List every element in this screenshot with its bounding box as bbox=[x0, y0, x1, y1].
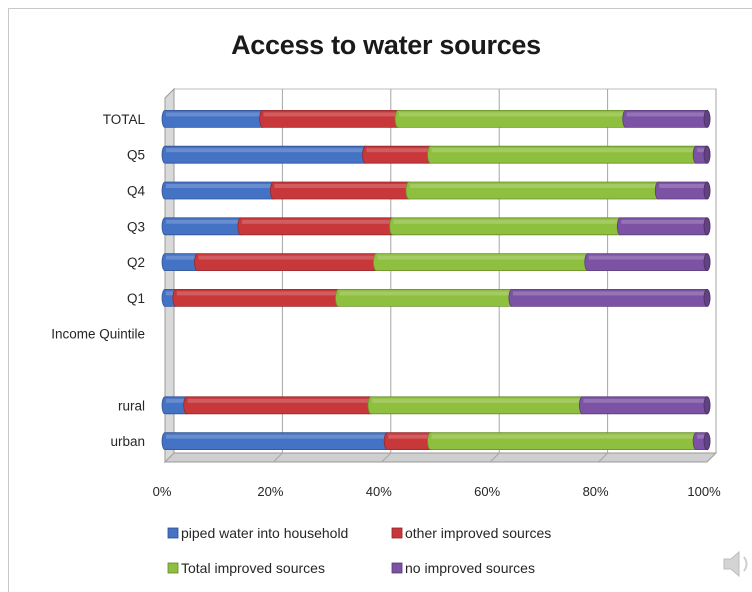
legend-label: no improved sources bbox=[405, 560, 535, 576]
bar-highlight bbox=[166, 184, 273, 188]
category-label: Q2 bbox=[127, 255, 145, 270]
x-tick-label: 60% bbox=[474, 484, 500, 499]
x-tick-label: 20% bbox=[257, 484, 283, 499]
bar-highlight bbox=[431, 434, 696, 439]
category-label: Q1 bbox=[127, 291, 145, 306]
bar-highlight bbox=[697, 434, 706, 439]
category-label: Income Quintile bbox=[51, 327, 145, 342]
gridline-floor bbox=[381, 452, 392, 463]
gridline-floor bbox=[273, 452, 283, 463]
bar-end-cap bbox=[703, 432, 711, 451]
bar-highlight bbox=[588, 255, 706, 260]
bar-highlight bbox=[241, 219, 392, 224]
bar-end-cap bbox=[703, 181, 711, 200]
bar-highlight bbox=[512, 291, 706, 296]
bar-highlight bbox=[166, 255, 197, 260]
category-label: TOTAL bbox=[103, 112, 146, 127]
category-label: Q3 bbox=[127, 219, 145, 234]
legend-swatch bbox=[167, 527, 179, 539]
bar-highlight bbox=[659, 184, 706, 188]
bar-highlight bbox=[626, 112, 706, 117]
bar-highlight bbox=[399, 112, 625, 117]
x-tick-label: 0% bbox=[153, 484, 172, 499]
category-label: urban bbox=[110, 434, 145, 449]
x-tick-label: 100% bbox=[687, 484, 721, 499]
gridline-floor bbox=[164, 452, 175, 463]
bar-highlight bbox=[377, 255, 587, 260]
bar-highlight bbox=[166, 398, 186, 403]
bar-end-cap bbox=[703, 253, 711, 272]
bar-highlight bbox=[166, 291, 175, 296]
legend-swatch bbox=[391, 527, 403, 539]
bar-highlight bbox=[198, 255, 376, 260]
bar-end-cap bbox=[703, 145, 711, 164]
bar-highlight bbox=[166, 112, 262, 117]
legend-label: other improved sources bbox=[405, 525, 551, 541]
bar-highlight bbox=[166, 219, 240, 224]
speaker-icon[interactable] bbox=[722, 546, 752, 582]
chart-frame bbox=[8, 8, 752, 592]
bar-highlight bbox=[393, 219, 620, 224]
gridline-floor bbox=[489, 452, 500, 463]
bar-highlight bbox=[187, 398, 370, 403]
bar-highlight bbox=[371, 398, 582, 403]
bar-highlight bbox=[176, 291, 338, 296]
gridline-floor bbox=[706, 452, 717, 463]
bar-highlight bbox=[431, 148, 696, 153]
legend-swatch bbox=[167, 562, 179, 574]
x-tick-label: 40% bbox=[366, 484, 392, 499]
bar-highlight bbox=[263, 112, 398, 117]
bar-highlight bbox=[388, 434, 430, 439]
x-tick-label: 80% bbox=[583, 484, 609, 499]
bar-highlight bbox=[697, 148, 706, 153]
bar-highlight bbox=[166, 434, 387, 439]
legend-label: piped water into household bbox=[181, 525, 348, 541]
legend-swatch bbox=[391, 562, 403, 574]
legend-label: Total improved sources bbox=[181, 560, 325, 576]
bar-end-cap bbox=[703, 396, 711, 415]
category-label: Q5 bbox=[127, 148, 145, 163]
category-label: Q4 bbox=[127, 184, 146, 199]
gridline-floor bbox=[598, 452, 608, 463]
chart-title: Access to water sources bbox=[231, 30, 541, 60]
bar-end-cap bbox=[703, 288, 711, 307]
bar-highlight bbox=[366, 148, 430, 153]
bar-highlight bbox=[274, 184, 408, 188]
bar-highlight bbox=[409, 184, 658, 188]
bar-highlight bbox=[339, 291, 511, 296]
category-label: rural bbox=[118, 398, 145, 413]
bar-end-cap bbox=[703, 217, 711, 236]
bar-end-cap bbox=[703, 110, 711, 128]
plot-floor bbox=[163, 452, 718, 463]
bar-highlight bbox=[166, 148, 365, 153]
bar-highlight bbox=[621, 219, 706, 224]
bar-highlight bbox=[583, 398, 706, 403]
